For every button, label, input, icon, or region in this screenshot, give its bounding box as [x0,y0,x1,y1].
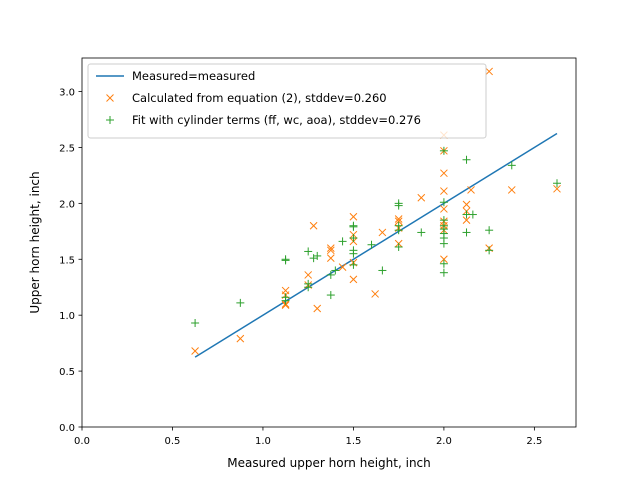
data-point-calculated [507,186,516,194]
data-point-calculated [349,275,358,284]
data-point-calculated [304,271,313,279]
data-point-calculated [191,347,199,355]
data-point-fit [462,155,471,164]
data-point-calculated [440,255,448,264]
y-tick-label: 1.5 [59,255,75,266]
data-point-fit [468,210,477,219]
x-tick-label: 1.0 [255,436,271,447]
identity-line [194,132,558,358]
data-point-calculated [378,228,387,237]
data-point-fit [439,259,448,268]
x-tick-label: 2.5 [526,436,542,447]
data-point-calculated [553,184,561,193]
data-point-fit [439,268,448,277]
data-point-fit [349,234,358,243]
data-point-calculated [462,216,471,224]
legend-plus-swatch [106,116,114,124]
legend-box [87,63,487,139]
data-point-fit [439,239,448,248]
data-point-calculated [313,304,322,313]
data-point-calculated [326,244,335,252]
data-point-fit [236,298,245,307]
y-tick-label: 2.5 [59,143,75,154]
data-point-calculated [440,205,448,213]
data-point-calculated [440,169,448,178]
data-point-fit [394,201,403,210]
data-point-fit [349,249,358,258]
data-point-fit [338,237,347,246]
legend-item: Calculated from equation (2), stddev=0.2… [106,91,387,105]
legend-label: Fit with cylinder terms (ff, wc, aoa), s… [132,113,421,127]
data-point-fit [462,228,471,237]
data-point-calculated [440,187,448,195]
data-point-calculated [371,290,379,298]
y-tick-label: 1.0 [59,311,75,322]
data-point-fit [281,296,290,305]
data-point-calculated [394,217,403,226]
legend-label: Calculated from equation (2), stddev=0.2… [132,91,387,105]
data-point-fit [367,240,376,249]
data-layer [191,67,561,358]
series-1 [194,132,558,358]
data-point-fit [485,226,494,235]
data-point-fit [349,260,358,269]
data-point-fit [304,247,313,256]
series-3 [191,146,561,328]
data-point-calculated [236,334,245,343]
data-point-fit [394,226,403,235]
data-point-fit [394,242,403,251]
y-tick-label: 0.0 [59,423,75,434]
data-point-fit [349,222,358,231]
data-point-fit [326,291,335,300]
y-tick-label: 2.0 [59,199,75,210]
y-tick-label: 3.0 [59,88,75,99]
legend-label: Measured=measured [132,69,255,83]
x-tick-label: 0.0 [74,436,90,447]
data-point-calculated [309,221,318,230]
data-point-calculated [326,246,335,255]
data-point-fit [304,283,313,292]
data-point-fit [553,179,561,188]
y-axis-label: Upper horn height, inch [28,171,42,313]
x-axis: 0.0 0.5 1.0 1.5 2.0 2.5 [74,427,542,447]
legend: Measured=measured Calculated from equatio… [87,63,487,139]
data-point-calculated [467,186,475,194]
data-point-calculated [281,301,290,309]
data-point-calculated [394,215,403,223]
data-point-calculated [338,263,347,271]
data-point-fit [507,161,516,170]
legend-item: Fit with cylinder terms (ff, wc, aoa), s… [106,113,421,127]
data-point-fit [439,146,448,155]
data-point-fit [439,198,448,207]
legend-item: Measured=measured [96,69,255,83]
x-tick-label: 1.5 [345,436,361,447]
data-point-calculated [417,193,426,202]
y-axis: 0.0 0.5 1.0 1.5 2.0 2.5 3.0 [59,88,82,434]
data-point-calculated [326,254,335,263]
plot-frame [81,57,577,428]
x-tick-label: 0.5 [165,436,181,447]
data-point-fit [417,228,426,237]
data-point-fit [485,246,494,255]
data-point-fit [281,256,290,265]
x-axis-label: Measured upper horn height, inch [227,456,431,470]
data-point-fit [331,266,340,275]
data-point-calculated [349,212,358,221]
data-point-calculated [462,200,471,209]
legend-x-swatch [106,94,114,102]
y-tick-label: 0.5 [59,367,75,378]
data-point-calculated [485,67,493,76]
data-point-fit [378,266,387,275]
data-point-fit [191,319,200,328]
data-point-fit [313,251,322,260]
data-point-fit [326,270,335,279]
x-tick-label: 2.0 [436,436,452,447]
